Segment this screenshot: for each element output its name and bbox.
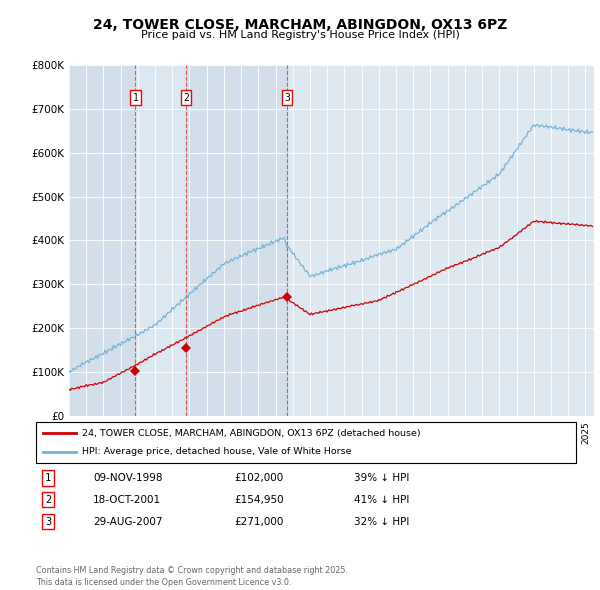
Text: 29-AUG-2007: 29-AUG-2007 [93,517,163,526]
Text: 41% ↓ HPI: 41% ↓ HPI [354,495,409,504]
Text: 32% ↓ HPI: 32% ↓ HPI [354,517,409,526]
Text: 2: 2 [45,495,51,504]
Text: £271,000: £271,000 [234,517,283,526]
Text: 1: 1 [133,93,139,103]
Text: Contains HM Land Registry data © Crown copyright and database right 2025.
This d: Contains HM Land Registry data © Crown c… [36,566,348,587]
Text: 24, TOWER CLOSE, MARCHAM, ABINGDON, OX13 6PZ (detached house): 24, TOWER CLOSE, MARCHAM, ABINGDON, OX13… [82,429,421,438]
Text: Price paid vs. HM Land Registry's House Price Index (HPI): Price paid vs. HM Land Registry's House … [140,30,460,40]
Text: 1: 1 [45,473,51,483]
Text: 09-NOV-1998: 09-NOV-1998 [93,473,163,483]
Text: 18-OCT-2001: 18-OCT-2001 [93,495,161,504]
Text: 2: 2 [183,93,189,103]
Bar [69,65,136,416]
Text: 3: 3 [45,517,51,526]
Text: 39% ↓ HPI: 39% ↓ HPI [354,473,409,483]
Bar [136,65,186,416]
Text: 24, TOWER CLOSE, MARCHAM, ABINGDON, OX13 6PZ: 24, TOWER CLOSE, MARCHAM, ABINGDON, OX13… [93,18,507,32]
Text: £154,950: £154,950 [234,495,284,504]
Text: £102,000: £102,000 [234,473,283,483]
Text: 3: 3 [284,93,290,103]
Text: HPI: Average price, detached house, Vale of White Horse: HPI: Average price, detached house, Vale… [82,447,352,456]
Bar [186,65,287,416]
